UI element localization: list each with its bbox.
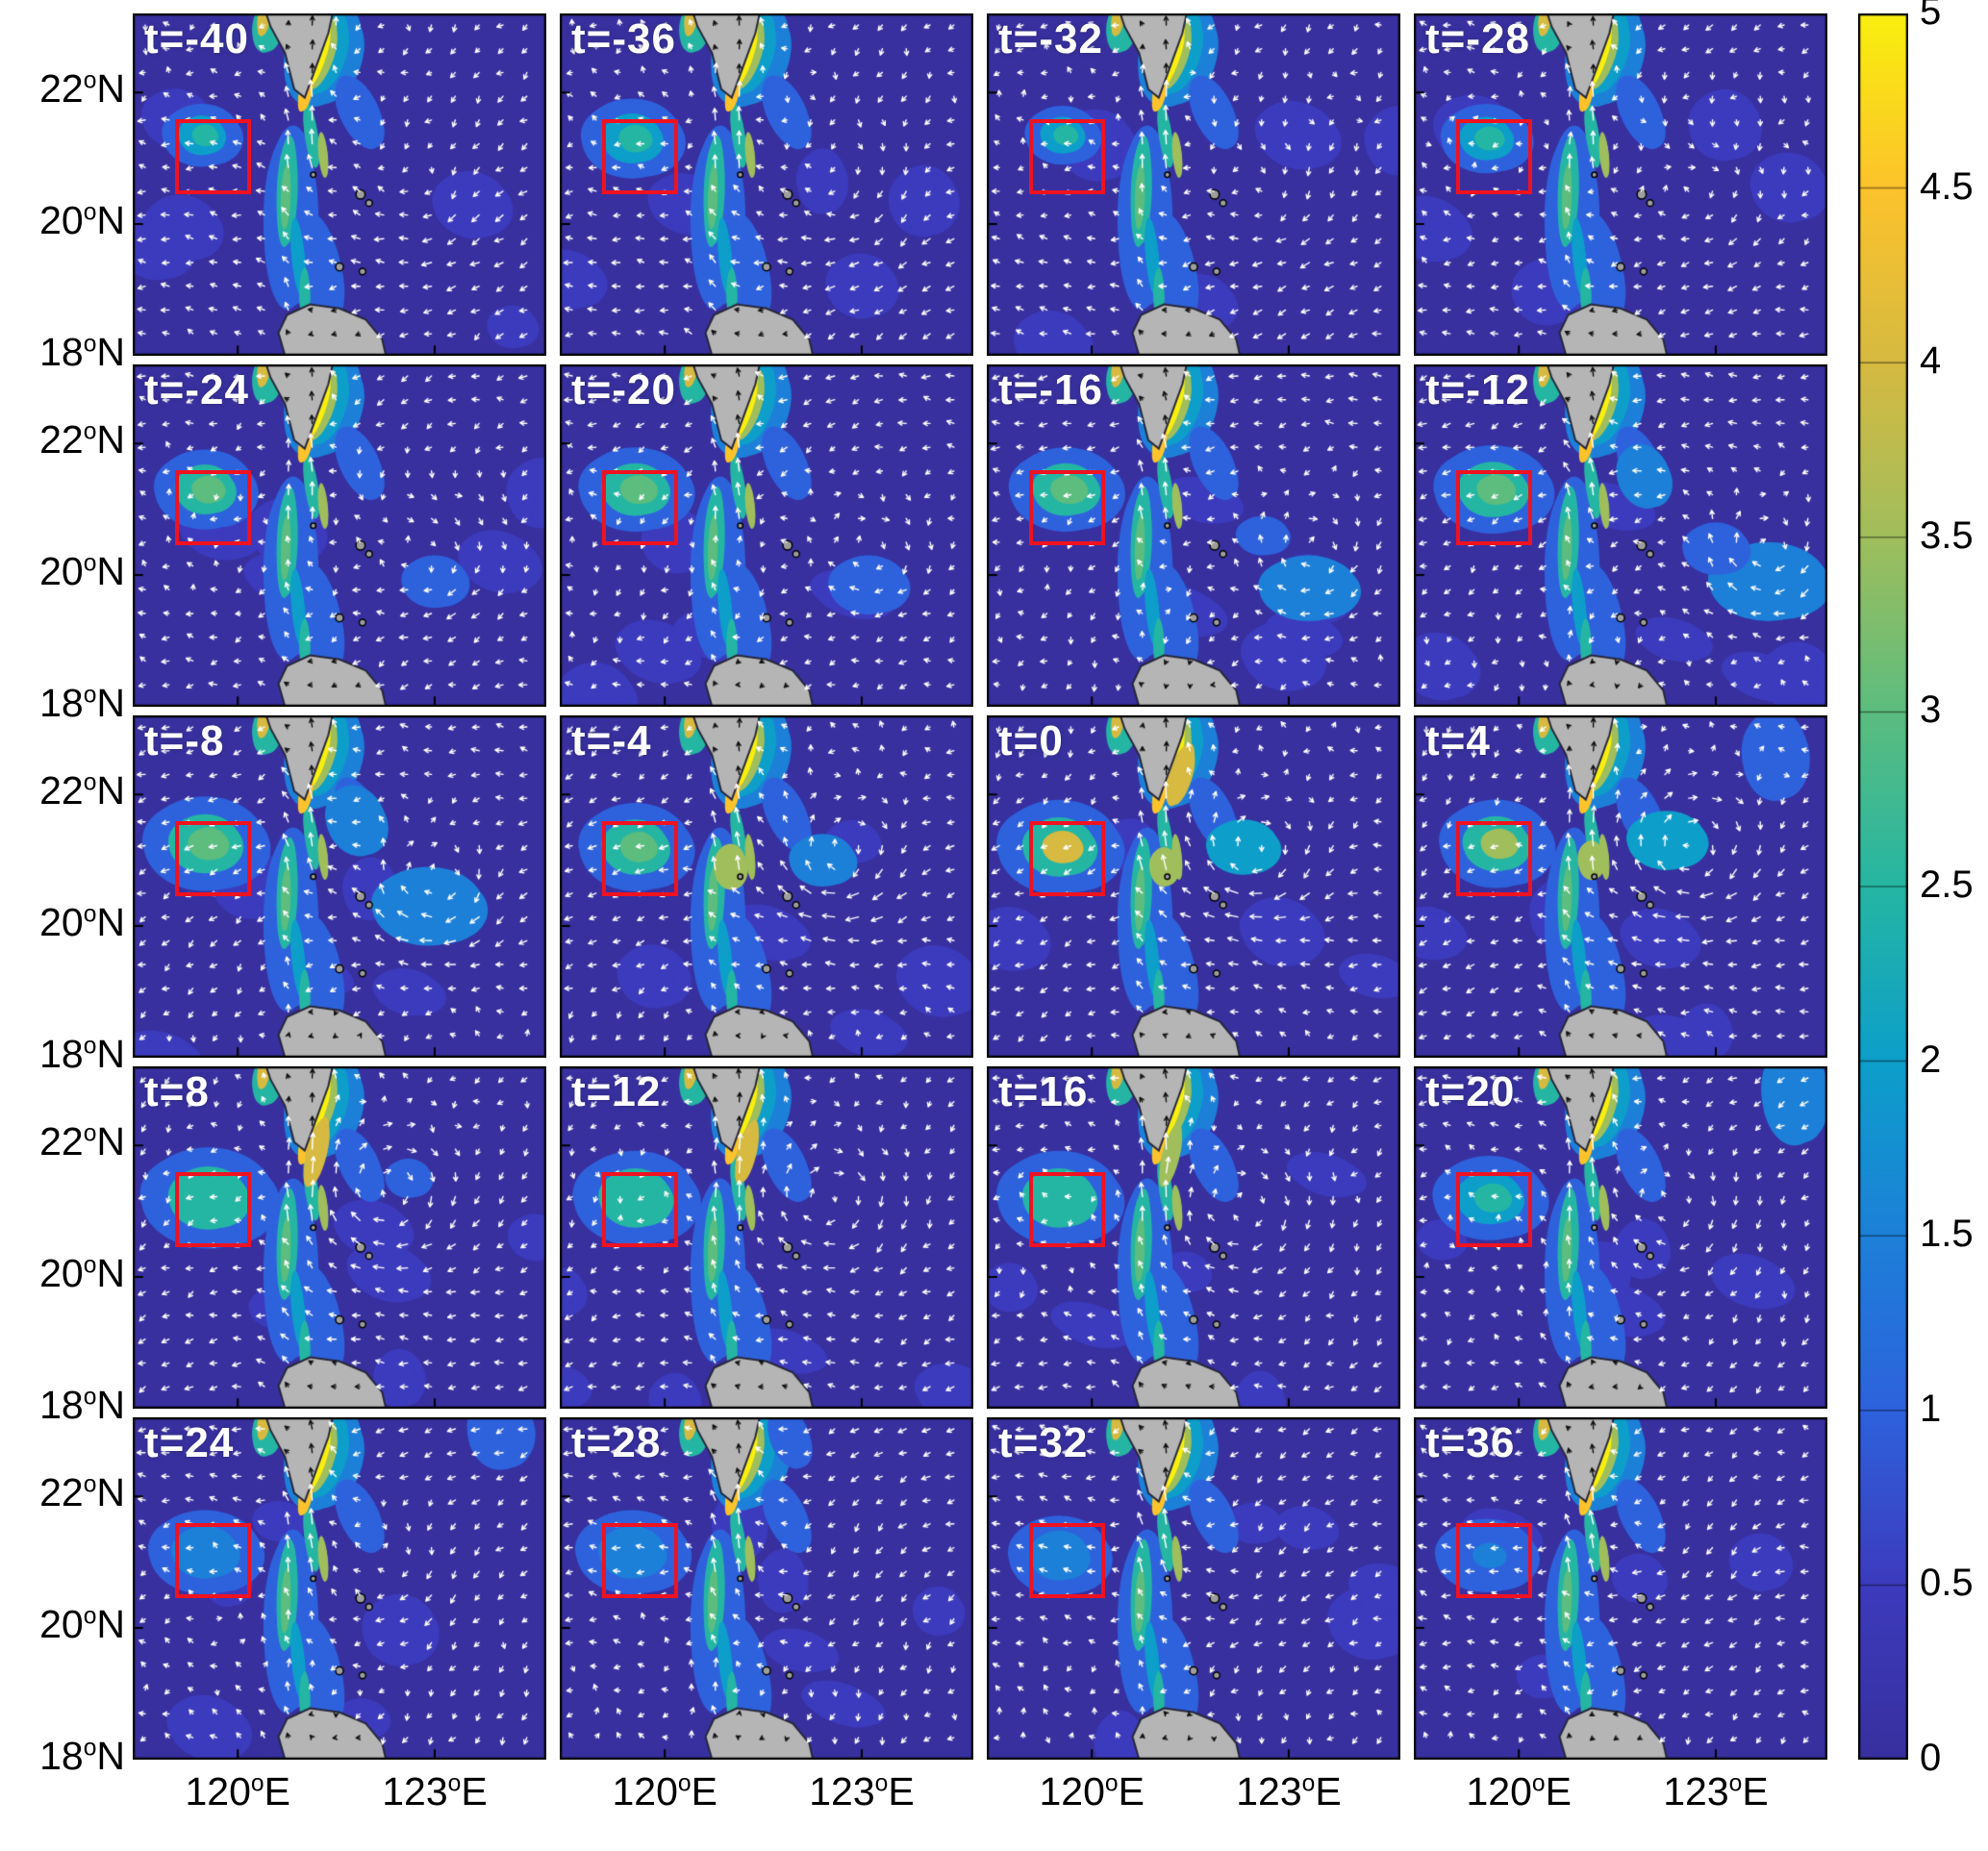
panel-canvas	[987, 13, 1400, 356]
x-axis-tick-label: 123oE	[1236, 1769, 1342, 1813]
map-panel: t=0	[987, 715, 1400, 1058]
panel-canvas	[133, 1066, 546, 1409]
panel-canvas	[987, 364, 1400, 707]
map-panel: t=-24	[133, 364, 546, 707]
y-axis-tick-label: 18oN	[39, 330, 125, 374]
map-panel: t=-32	[987, 13, 1400, 356]
map-panel: t=-36	[560, 13, 973, 356]
x-axis-tick-label: 123oE	[382, 1769, 488, 1813]
panel-canvas	[560, 715, 973, 1058]
map-panel: t=8	[133, 1066, 546, 1409]
y-axis-tick-label: 18oN	[39, 1032, 125, 1076]
colorbar-tick-label: 0	[1920, 1737, 1942, 1779]
y-axis-tick-label: 20oN	[39, 1602, 125, 1647]
panel-canvas	[987, 715, 1400, 1058]
map-panel: t=-16	[987, 364, 1400, 707]
x-axis-tick-label: 120oE	[185, 1769, 290, 1813]
x-axis-tick-label: 120oE	[1466, 1769, 1572, 1813]
y-axis-tick-label: 22oN	[39, 417, 125, 463]
map-panel: t=-28	[1414, 13, 1827, 356]
colorbar-tick-label: 2.5	[1920, 863, 1974, 906]
y-axis-tick-label: 22oN	[39, 1470, 125, 1515]
panel-canvas	[1414, 1066, 1827, 1409]
map-panel: t=-40	[133, 13, 546, 356]
panel-canvas	[1414, 364, 1827, 707]
map-panel: t=28	[560, 1417, 973, 1760]
map-panel: t=32	[987, 1417, 1400, 1760]
panel-canvas	[1414, 13, 1827, 356]
colorbar-tick-label: 1	[1920, 1387, 1942, 1430]
y-axis-tick-label: 20oN	[39, 900, 125, 945]
panel-canvas	[560, 364, 973, 707]
x-axis-tick-label: 120oE	[612, 1769, 717, 1813]
colorbar-tick-label: 1.5	[1920, 1213, 1974, 1256]
map-panel: t=4	[1414, 715, 1827, 1058]
y-axis-tick-label: 22oN	[39, 66, 125, 112]
panel-canvas	[1414, 715, 1827, 1058]
y-axis-tick-label: 20oN	[39, 198, 125, 243]
map-panel: t=12	[560, 1066, 973, 1409]
panel-canvas	[1414, 1417, 1827, 1760]
map-panel: t=24	[133, 1417, 546, 1760]
x-axis-tick-label: 120oE	[1039, 1769, 1145, 1813]
y-axis-tick-label: 18oN	[39, 1734, 125, 1778]
panel-canvas	[133, 715, 546, 1058]
panel-canvas	[133, 364, 546, 707]
panel-canvas	[133, 1417, 546, 1760]
panel-canvas	[560, 13, 973, 356]
y-axis-tick-label: 22oN	[39, 768, 125, 813]
panel-canvas	[987, 1066, 1400, 1409]
y-axis-tick-label: 22oN	[39, 1119, 125, 1164]
panel-canvas	[133, 13, 546, 356]
y-axis-tick-label: 20oN	[39, 1251, 125, 1296]
colorbar-tick-label: 2	[1920, 1038, 1942, 1081]
map-panel: t=20	[1414, 1066, 1827, 1409]
x-axis-tick-label: 123oE	[1663, 1769, 1769, 1813]
colorbar	[1858, 13, 1908, 1764]
map-panel: t=-12	[1414, 364, 1827, 707]
colorbar-tick-label: 4	[1920, 339, 1942, 383]
y-axis-tick-label: 18oN	[39, 1383, 125, 1427]
map-panel: t=36	[1414, 1417, 1827, 1760]
panel-canvas	[560, 1417, 973, 1760]
colorbar-tick-label: 0.5	[1920, 1562, 1974, 1605]
x-axis-tick-label: 123oE	[809, 1769, 915, 1813]
colorbar-tick-label: 4.5	[1920, 164, 1974, 208]
y-axis-tick-label: 20oN	[39, 549, 125, 594]
map-panel: t=-8	[133, 715, 546, 1058]
colorbar-tick-label: 5	[1920, 0, 1942, 33]
map-panel: t=16	[987, 1066, 1400, 1409]
map-panel: t=-4	[560, 715, 973, 1058]
panel-canvas	[987, 1417, 1400, 1760]
colorbar-canvas	[1858, 13, 1908, 1760]
map-panel: t=-20	[560, 364, 973, 707]
y-axis-tick-label: 18oN	[39, 681, 125, 725]
panel-canvas	[560, 1066, 973, 1409]
colorbar-tick-label: 3	[1920, 688, 1942, 732]
colorbar-tick-label: 3.5	[1920, 513, 1974, 557]
